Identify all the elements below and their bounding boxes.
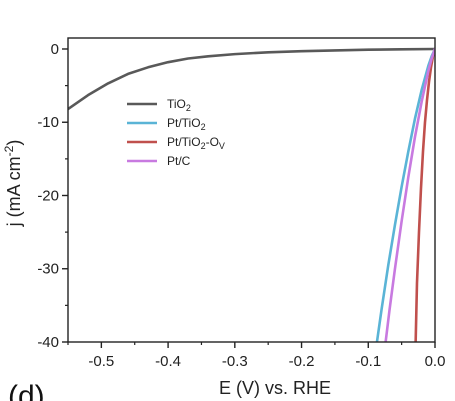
series-layer — [68, 47, 435, 342]
y-tick-label: -10 — [37, 114, 59, 131]
x-tick-label: -0.1 — [355, 353, 381, 370]
series-line-3 — [384, 47, 435, 342]
y-tick-label: -40 — [37, 334, 59, 351]
x-tick-label: -0.4 — [155, 353, 181, 370]
plot-frame — [67, 37, 436, 343]
x-tick-label: -0.3 — [222, 353, 248, 370]
legend: TiO2 Pt/TiO2 Pt/TiO2-OV Pt/C — [127, 97, 225, 168]
legend-label-0: TiO2 — [167, 97, 191, 113]
panel-label: (d) — [8, 380, 45, 401]
legend-label-2: Pt/TiO2-OV — [167, 135, 225, 151]
y-axis-title: j (mA cm-2) — [2, 140, 24, 228]
x-tick-label: -0.5 — [88, 353, 114, 370]
series-line-0 — [68, 47, 435, 111]
x-tick-label: -0.2 — [289, 353, 315, 370]
y-tick-label: -30 — [37, 261, 59, 278]
y-tick-label: 0 — [51, 41, 59, 58]
y-tick-label: -20 — [37, 187, 59, 204]
plot-border — [67, 37, 436, 343]
legend-label-3: Pt/C — [167, 154, 191, 168]
x-axis-title: E (V) vs. RHE — [219, 378, 331, 398]
legend-label-1: Pt/TiO2 — [167, 116, 206, 132]
axis-ticks: -0.5 -0.4 -0.3 -0.2 -0.1 0.0 0 -10 -20 -30 -40 — [37, 41, 445, 370]
x-tick-label: 0.0 — [425, 353, 446, 370]
series-line-2 — [414, 47, 435, 342]
